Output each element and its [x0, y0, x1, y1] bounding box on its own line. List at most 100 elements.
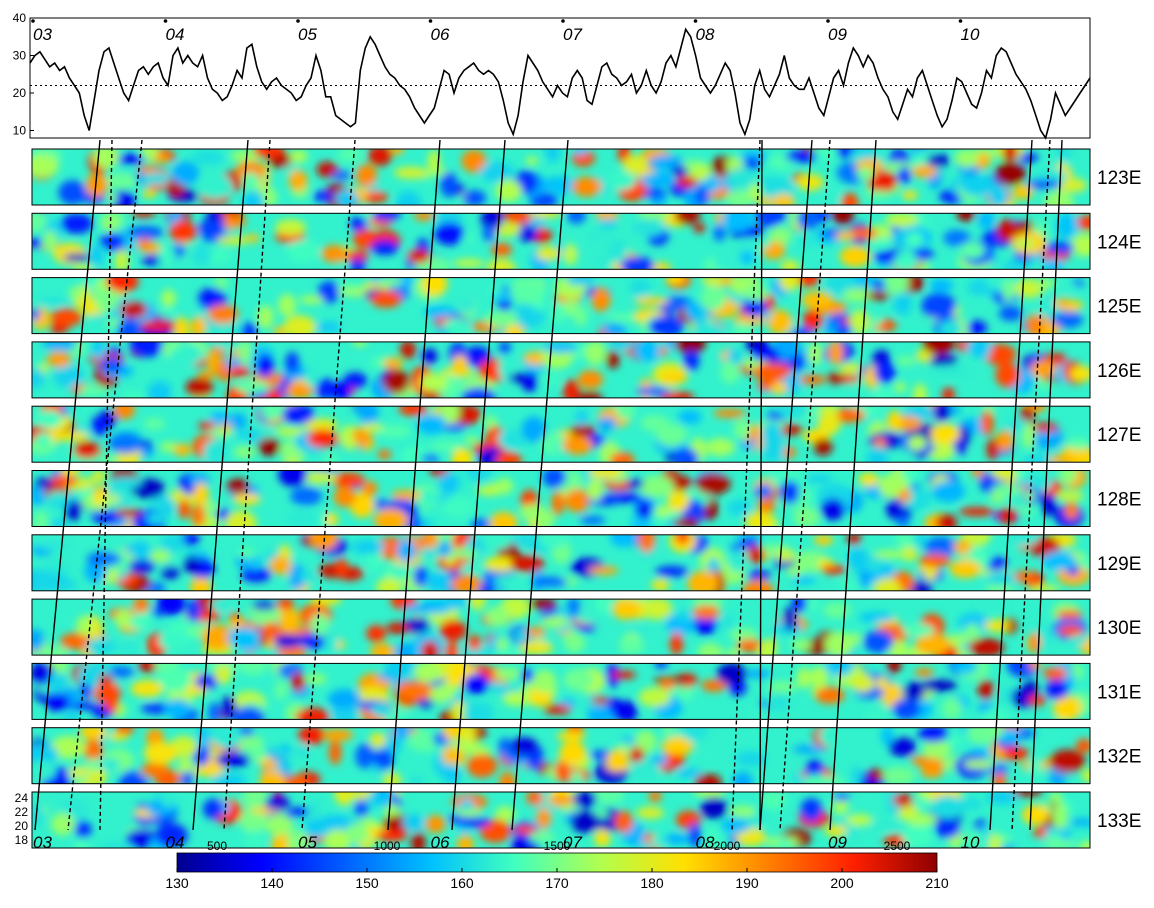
field-blob [140, 320, 176, 332]
field-blob [173, 443, 192, 457]
field-blob [115, 609, 132, 628]
field-blob [489, 511, 518, 527]
month-tick-dot [693, 19, 698, 23]
field-blob [770, 382, 788, 395]
field-blob [1056, 178, 1088, 193]
field-blob [818, 727, 844, 747]
field-blob [187, 599, 201, 622]
month-tick-dot [296, 19, 300, 23]
field-blob [127, 226, 164, 239]
field-blob [939, 320, 963, 334]
field-blob [530, 213, 562, 218]
field-blob [521, 416, 547, 443]
field-blob [114, 249, 129, 270]
field-blob [422, 348, 438, 364]
field-blob [207, 349, 220, 373]
field-blob [413, 566, 428, 588]
field-blob [215, 508, 231, 520]
field-blob [148, 549, 172, 563]
field-blob [1005, 534, 1040, 547]
panel-frame [31, 341, 1091, 399]
field-blob [676, 768, 702, 778]
colorbar-bottom-tick-label: 150 [355, 875, 379, 891]
field-blob [100, 758, 121, 771]
field-blob [574, 149, 587, 156]
field-blob [813, 534, 834, 546]
field-blob [100, 213, 119, 232]
field-blob [330, 381, 351, 398]
field-blob [691, 322, 727, 334]
field-blob [131, 213, 156, 218]
field-blob [146, 512, 166, 526]
solid-propagation-line [829, 139, 877, 831]
field-blob [966, 320, 987, 334]
field-blob [91, 341, 106, 360]
field-blob [371, 213, 401, 221]
field-blob [634, 297, 669, 306]
field-blob [962, 759, 995, 769]
field-blob [539, 374, 561, 386]
field-blob [665, 277, 685, 284]
field-blob [330, 472, 365, 488]
field-blob [532, 669, 557, 694]
field-blob [459, 295, 476, 315]
field-blob [693, 166, 710, 181]
panel-128E [32, 470, 1090, 527]
field-blob [525, 688, 553, 707]
field-blob [971, 470, 985, 478]
field-blob [716, 614, 736, 631]
field-blob [118, 641, 139, 656]
field-blob [977, 213, 996, 230]
field-blob [224, 510, 257, 527]
field-blob [32, 213, 48, 233]
field-blob [370, 643, 395, 656]
field-blob [327, 689, 362, 709]
field-blob [713, 409, 746, 418]
field-blob [667, 490, 690, 512]
field-blob [323, 829, 353, 848]
field-blob [833, 793, 851, 802]
field-blob [94, 681, 121, 705]
field-blob [160, 534, 185, 553]
field-blob [746, 570, 772, 580]
field-blob [692, 605, 721, 620]
field-blob [1069, 818, 1090, 827]
field-blob [576, 392, 603, 398]
field-blob [491, 243, 513, 257]
field-blob [161, 289, 176, 307]
field-blob [566, 277, 595, 285]
field-blob [977, 599, 1008, 607]
field-blob [1058, 625, 1083, 637]
field-blob [1064, 501, 1079, 520]
field-blob [374, 499, 389, 510]
field-blob [462, 673, 490, 695]
month-tick-dot [428, 19, 433, 23]
field-blob [328, 740, 342, 765]
field-blob [536, 808, 552, 829]
field-blob [700, 285, 727, 311]
field-blob [285, 382, 314, 398]
field-blob [94, 287, 119, 313]
field-blob [979, 826, 992, 841]
field-blob [903, 681, 925, 702]
field-blob [615, 406, 636, 420]
field-blob [911, 165, 938, 179]
field-blob [161, 566, 180, 580]
field-blob [439, 406, 461, 422]
field-blob [931, 480, 966, 503]
field-blob [132, 540, 150, 558]
field-blob [884, 277, 909, 295]
field-blob [1014, 278, 1044, 298]
field-blob [791, 639, 813, 651]
field-blob [345, 824, 367, 844]
propagation-lines [34, 139, 1063, 831]
field-blob [160, 307, 174, 318]
field-blob [212, 772, 246, 784]
field-blob [86, 637, 117, 655]
field-blob [926, 153, 950, 168]
field-blob [396, 681, 432, 701]
field-blob [413, 213, 435, 221]
field-blob [791, 575, 816, 585]
field-blob [965, 341, 992, 357]
field-blob [259, 770, 287, 784]
